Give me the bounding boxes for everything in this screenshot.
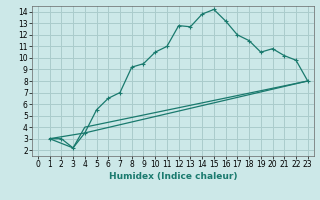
- X-axis label: Humidex (Indice chaleur): Humidex (Indice chaleur): [108, 172, 237, 181]
